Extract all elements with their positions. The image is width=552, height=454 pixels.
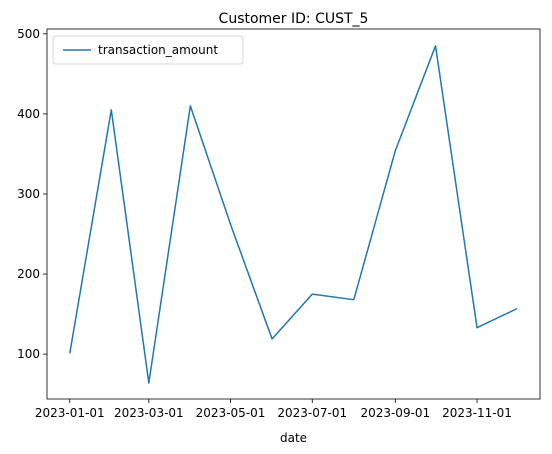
legend-label: transaction_amount: [98, 43, 218, 57]
x-tick-label: 2023-11-01: [442, 406, 512, 420]
x-tick-label: 2023-07-01: [277, 406, 347, 420]
plot-frame: [46, 28, 541, 400]
y-tick-label: 400: [17, 107, 40, 121]
legend: [52, 35, 244, 65]
y-tick-label: 300: [17, 187, 40, 201]
y-tick-label: 200: [17, 267, 40, 281]
x-axis-label: date: [280, 431, 307, 445]
x-tick-label: 2023-09-01: [360, 406, 430, 420]
x-tick-label: 2023-05-01: [196, 406, 266, 420]
chart-title: Customer ID: CUST_5: [219, 11, 369, 27]
series-line-transaction_amount: [69, 45, 518, 384]
y-tick-label: 500: [17, 27, 40, 41]
x-tick-label: 2023-01-01: [35, 406, 105, 420]
y-tick-label: 100: [17, 347, 40, 361]
x-tick-label: 2023-03-01: [114, 406, 184, 420]
